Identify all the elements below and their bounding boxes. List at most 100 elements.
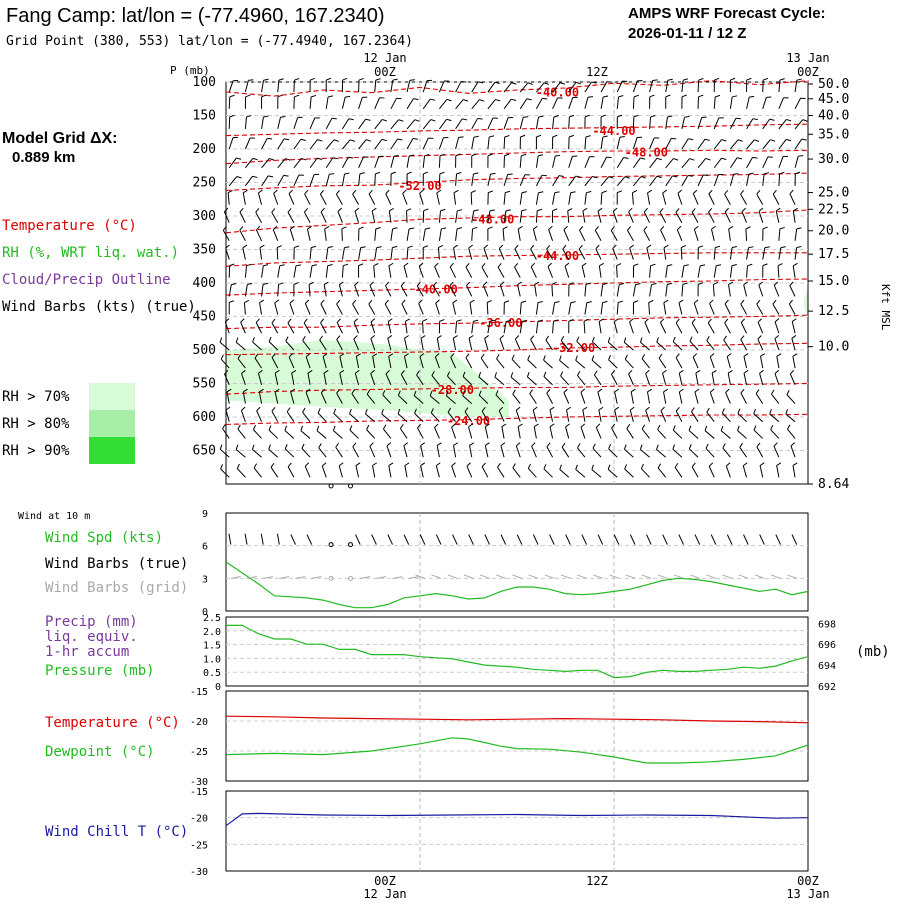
wind-barb: [421, 466, 424, 478]
wind-barb: [548, 267, 553, 278]
wind-barb-flag: [483, 282, 487, 285]
wind-barb-flag: [778, 264, 783, 266]
wind-barb: [676, 411, 682, 422]
wind-barb-flag: [271, 463, 274, 467]
wind-barb-flag: [613, 245, 617, 248]
isotherm-label: -48.00: [625, 145, 668, 159]
wind-barb: [747, 97, 750, 109]
wind-barb: [278, 117, 281, 129]
wind-barb-flag: [758, 335, 762, 339]
wind-barb-flag: [388, 335, 392, 338]
wind-barb: [544, 360, 553, 368]
wind-barb-flag: [257, 407, 261, 411]
wind-barb-flag: [566, 424, 570, 427]
wind-barb-flag: [522, 192, 527, 193]
wind-barb: [229, 97, 230, 109]
wind-barb: [666, 176, 673, 186]
wind-barb-flag: [761, 354, 765, 357]
wind-barb: [647, 392, 649, 404]
wind-barb: [714, 97, 715, 109]
wind-barb-true: [485, 535, 490, 545]
wind-barb: [692, 212, 698, 222]
wind-barb-flag: [633, 301, 638, 303]
wind-barb-flag: [682, 95, 687, 97]
wind-barb: [485, 427, 488, 439]
wind-barb-flag: [615, 407, 619, 410]
wind-barb: [547, 393, 553, 404]
wind-barb-flag: [715, 246, 720, 247]
wind-barb: [436, 466, 439, 478]
wind-barb: [627, 428, 634, 438]
wind-barb-flag: [676, 354, 679, 358]
wind-barb-flag: [531, 336, 534, 340]
legend-rh80: RH > 80%: [2, 416, 70, 432]
wind-barb: [550, 427, 553, 439]
wind-barb-flag: [555, 302, 560, 303]
wind-barb: [359, 97, 363, 108]
wind-barb: [779, 229, 780, 241]
wind-barb-flag: [391, 172, 396, 174]
wind-barb-flag: [515, 335, 519, 339]
wind-barb-flag: [627, 424, 630, 428]
wind-barb: [773, 304, 779, 314]
wind-barb-flag: [421, 443, 425, 446]
wind-barb: [608, 469, 617, 477]
wind-barb: [326, 174, 329, 186]
wind-barb: [695, 392, 698, 404]
wind-barb-flag: [560, 465, 562, 470]
wind-barb-grid: [593, 575, 602, 578]
wind-barb-flag: [343, 78, 348, 80]
wind-barb-flag: [366, 409, 368, 414]
wind-barb: [585, 284, 586, 296]
wind-barb-flag: [336, 190, 339, 194]
wind-barb: [294, 158, 302, 167]
wind-barb: [274, 193, 278, 204]
kft-tick-label: 35.0: [818, 127, 849, 142]
wind-barb: [706, 448, 714, 457]
wind-barb-flag: [658, 425, 660, 429]
wind-barb-grid: [545, 575, 554, 578]
wind-barb-flag: [243, 245, 247, 248]
wind-barb: [472, 174, 474, 186]
wind-barb: [566, 427, 569, 439]
wind-barb: [714, 248, 715, 260]
wind-barb-flag: [544, 355, 546, 360]
wind-barb: [569, 117, 570, 129]
wind-barb-flag: [528, 464, 530, 468]
kft-tick-label: 45.0: [818, 92, 849, 107]
wind-barb: [391, 120, 399, 129]
wind-barb: [596, 427, 601, 438]
kft-tick-label: 8.64: [818, 477, 849, 492]
wind-barb: [763, 248, 765, 260]
wind-barb: [367, 430, 375, 439]
wind-barb-flag: [377, 247, 382, 248]
wind-barb: [272, 212, 278, 222]
wind-barb-flag: [726, 389, 730, 393]
wind-barb: [278, 159, 286, 168]
wind-barb: [472, 82, 478, 92]
wind-barb-flag: [774, 282, 778, 285]
wind-barb: [792, 322, 795, 334]
wind-barb-flag: [436, 300, 440, 303]
wind-barb: [708, 323, 714, 333]
wind-barb-flag: [684, 265, 689, 266]
wind-barb: [499, 249, 504, 260]
wind-barb-true: [469, 535, 474, 545]
wind-barb-flag: [689, 426, 691, 431]
wind-barb: [795, 156, 798, 168]
wind-barb-flag: [696, 370, 700, 373]
windchill-frame: [226, 791, 808, 871]
wind-barb: [417, 428, 423, 439]
wind-barb: [763, 119, 770, 129]
wind-barb: [272, 411, 278, 421]
wind-barb: [642, 359, 649, 368]
pressure-line: [226, 625, 808, 677]
wind-barb: [678, 193, 682, 204]
wind-barb: [472, 137, 474, 149]
wind-barb-flag: [256, 319, 259, 323]
wind-barb: [501, 446, 504, 458]
wind-barb: [272, 323, 278, 334]
wind-barb-flag: [296, 265, 301, 266]
wind-barb: [633, 177, 641, 186]
